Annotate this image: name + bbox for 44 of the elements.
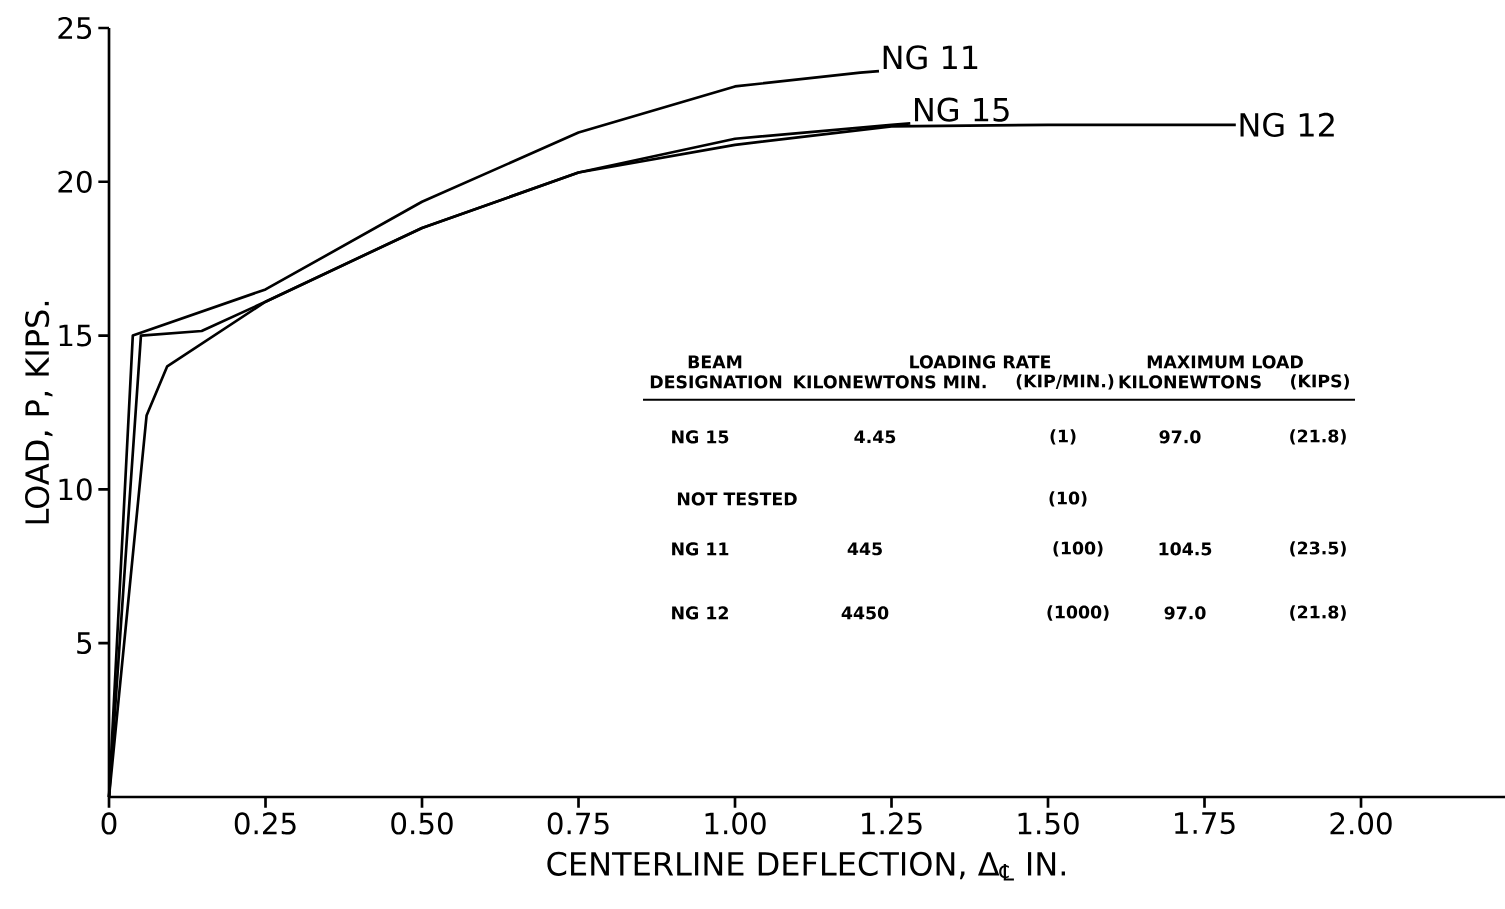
y-tick-label: 20 bbox=[58, 170, 92, 193]
annotation: 97.0 bbox=[1159, 430, 1201, 444]
annotation: (23.5) bbox=[1290, 541, 1346, 557]
series-label: NG 15 bbox=[915, 97, 1009, 122]
annotation: 104.5 bbox=[1159, 542, 1212, 556]
annotation: 4450 bbox=[841, 606, 889, 620]
series-label: NG 12 bbox=[1240, 112, 1334, 137]
annotation: (1000) bbox=[1047, 605, 1109, 621]
x-axis-title: CENTERLINE DEFLECTION, Δ$_{℄}$ IN. bbox=[547, 851, 1065, 881]
y-tick-label: 25 bbox=[58, 16, 92, 40]
annotation: NG 12 bbox=[672, 606, 728, 620]
x-tick-label: 0.25 bbox=[234, 812, 296, 835]
series-label: NG 11 bbox=[883, 45, 978, 70]
annotation: (21.8) bbox=[1290, 605, 1346, 621]
x-tick-label: 1.50 bbox=[1018, 812, 1079, 835]
annotation: DESIGNATION bbox=[650, 375, 782, 389]
x-tick-label: 2.00 bbox=[1330, 812, 1392, 835]
annotation: (KIP/MIN.) bbox=[1016, 374, 1114, 390]
annotation: NG 15 bbox=[672, 430, 729, 444]
annotation: (21.8) bbox=[1290, 429, 1346, 445]
annotation: (100) bbox=[1053, 541, 1103, 557]
annotation: NG 11 bbox=[672, 542, 729, 556]
annotation: 445 bbox=[847, 542, 882, 556]
x-tick-label: 1.75 bbox=[1175, 812, 1235, 835]
y-axis-title: LOAD, P, KIPS. bbox=[25, 301, 53, 524]
annotation: NOT TESTED bbox=[677, 492, 797, 506]
annotation: BEAM bbox=[688, 355, 742, 369]
x-tick-label: 1.00 bbox=[705, 812, 766, 835]
annotation: (10) bbox=[1049, 491, 1087, 507]
annotation: KILONEWTONS MIN. bbox=[794, 375, 986, 389]
x-tick-label: 0.50 bbox=[391, 812, 453, 835]
y-tick-label: 10 bbox=[59, 478, 92, 501]
x-tick-label: 0.75 bbox=[547, 812, 609, 835]
y-tick-label: 5 bbox=[77, 632, 92, 655]
annotation: (1) bbox=[1050, 429, 1076, 445]
y-tick-label: 15 bbox=[59, 324, 92, 347]
annotation: MAXIMUM LOAD bbox=[1147, 355, 1303, 369]
x-tick-label: 0 bbox=[101, 812, 117, 835]
x-tick-label: 1.25 bbox=[862, 812, 922, 835]
annotation: KILONEWTONS bbox=[1119, 375, 1261, 389]
annotation: (KIPS) bbox=[1291, 374, 1349, 390]
annotation: 4.45 bbox=[854, 430, 896, 444]
annotation: LOADING RATE bbox=[910, 355, 1051, 369]
annotation: 97.0 bbox=[1164, 606, 1206, 620]
